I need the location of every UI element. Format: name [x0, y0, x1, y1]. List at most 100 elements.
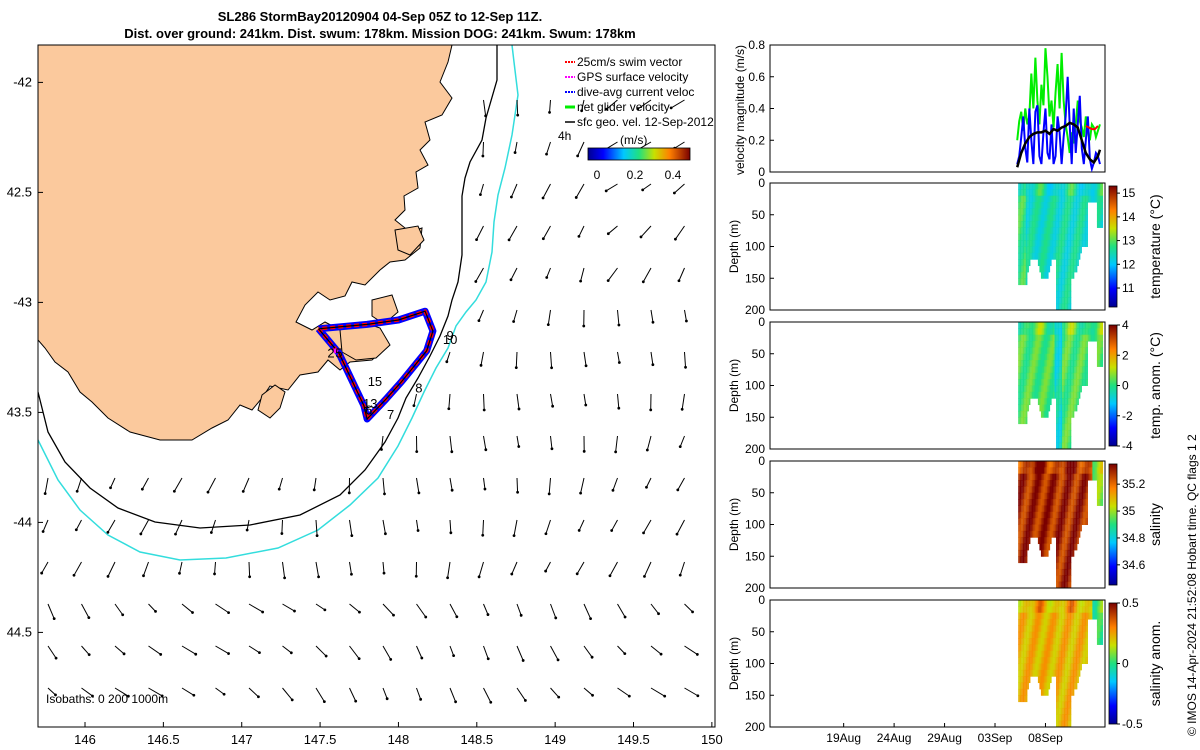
section-cell: [1054, 379, 1057, 386]
section-cell: [1030, 473, 1032, 481]
section-cell: [1078, 334, 1081, 342]
section-cell: [1033, 663, 1035, 671]
section-cell: [1019, 473, 1022, 481]
section-cell: [1053, 391, 1055, 399]
section-cell: [1083, 322, 1085, 329]
section-cell: [1060, 189, 1063, 197]
section-cell: [1057, 221, 1060, 228]
sfc-vel-arrow: [675, 225, 685, 240]
section-cell: [1050, 214, 1052, 222]
section-cell: [1048, 214, 1051, 222]
section-cell: [1037, 625, 1040, 633]
section-cell: [1081, 328, 1084, 336]
section-cell: [1069, 410, 1072, 418]
section-cell: [1071, 259, 1073, 267]
section-cell: [1080, 195, 1082, 203]
section-cell: [1037, 663, 1040, 671]
section-cell: [1086, 480, 1088, 487]
section-cell: [1062, 436, 1064, 444]
section-cell: [1065, 575, 1067, 583]
section-cell: [1024, 183, 1026, 190]
sfc-vel-arrow: [482, 519, 484, 536]
section-cell: [1056, 240, 1058, 247]
section-cell: [1065, 568, 1067, 576]
section-cell: [1060, 461, 1063, 468]
section-cell: [1027, 385, 1029, 393]
section-cell: [1063, 688, 1066, 696]
section-cell: [1043, 505, 1046, 513]
section-cell: [1053, 631, 1055, 639]
section-cell: [1057, 436, 1060, 444]
section-cell: [1090, 461, 1093, 468]
section-cell: [1069, 189, 1072, 197]
section-cell: [1086, 202, 1088, 209]
colorbar-tick-label: -0.5: [1122, 717, 1143, 731]
sfc-vel-arrow: [81, 603, 90, 618]
section-cell: [1081, 505, 1084, 513]
section-cell: [1018, 233, 1020, 241]
section-cell: [1037, 461, 1040, 468]
section-cell: [1101, 341, 1104, 348]
section-cell: [1024, 511, 1026, 519]
section-cell: [1033, 492, 1035, 500]
section-cell: [1065, 518, 1067, 525]
section-cell: [1089, 600, 1091, 607]
section-cell: [1057, 398, 1060, 406]
section-cell: [1068, 549, 1070, 557]
section-cell: [1027, 638, 1029, 645]
section-cell: [1042, 385, 1045, 393]
section-cell: [1024, 543, 1026, 551]
section-cell: [1090, 189, 1093, 197]
section-cell: [1065, 549, 1067, 557]
section-cell: [1037, 353, 1040, 361]
section-cell: [1056, 467, 1058, 475]
section-cell: [1065, 410, 1067, 418]
section-cell: [1059, 341, 1061, 348]
section-cell: [1080, 360, 1082, 367]
section-cell: [1051, 195, 1054, 203]
section-cell: [1066, 442, 1069, 450]
sfc-vel-arrow: [349, 561, 352, 575]
section-cell: [1066, 518, 1069, 525]
sfc-vel-arrowhead: [484, 114, 488, 118]
section-cell: [1063, 518, 1066, 525]
section-cell: [1101, 189, 1104, 197]
section-cell: [1042, 353, 1045, 361]
sfc-vel-arrow: [514, 141, 518, 153]
legend-sfc: sfc geo. vel. 12-Sep-2012: [577, 115, 714, 129]
section-cell: [1043, 246, 1046, 254]
sfc-vel-arrow: [643, 519, 652, 534]
section-cell: [1062, 714, 1064, 722]
section-cell: [1080, 347, 1082, 355]
section-cell: [1022, 682, 1025, 690]
section-cell: [1056, 290, 1058, 298]
section-cell: [1045, 549, 1048, 557]
section-cell: [1074, 473, 1076, 481]
section-cell: [1056, 530, 1058, 538]
section-cell: [1045, 265, 1048, 273]
section-cell: [1045, 227, 1048, 235]
section-cell: [1074, 644, 1076, 652]
section-cell: [1074, 480, 1076, 487]
section-cell: [1039, 328, 1042, 336]
section-cell: [1084, 347, 1087, 355]
section-cell: [1031, 202, 1034, 209]
section-cell: [1040, 271, 1043, 279]
section-cell: [1028, 240, 1031, 247]
section-cell: [1027, 233, 1029, 241]
sfc-vel-arrowhead: [579, 491, 583, 495]
section-cell: [1057, 461, 1060, 468]
section-cell: [1078, 214, 1081, 222]
section-cell: [1066, 240, 1069, 247]
sfc-vel-arrowhead: [696, 694, 700, 698]
section-cell: [1066, 214, 1069, 222]
section-cell: [1074, 221, 1076, 228]
section-cell: [1074, 227, 1076, 235]
sfc-vel-arrowhead: [584, 403, 588, 407]
sfc-vel-arrowhead: [659, 652, 663, 656]
section-ytick-label: 150: [745, 271, 765, 285]
section-cell: [1024, 606, 1026, 614]
sfc-vel-arrowhead: [548, 111, 551, 114]
section-cell: [1066, 202, 1069, 209]
section-cell: [1022, 372, 1025, 380]
